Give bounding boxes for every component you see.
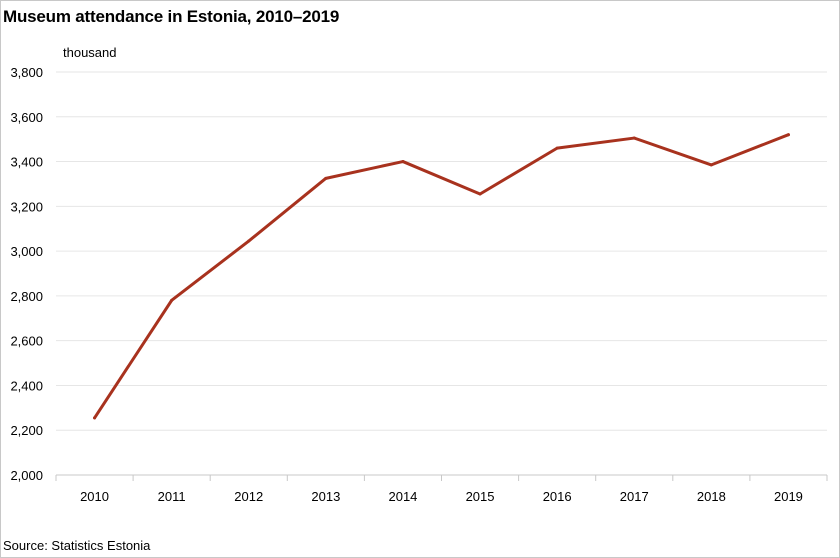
x-tick-label: 2015 xyxy=(466,489,495,504)
data-point xyxy=(709,163,713,167)
x-tick-label: 2010 xyxy=(80,489,109,504)
y-tick-label: 2,800 xyxy=(10,289,43,304)
x-tick-label: 2018 xyxy=(697,489,726,504)
y-axis-unit: thousand xyxy=(63,45,117,60)
data-point xyxy=(93,416,97,420)
y-tick-label: 2,600 xyxy=(10,334,43,349)
data-point xyxy=(555,146,559,150)
y-tick-label: 3,600 xyxy=(10,110,43,125)
data-point xyxy=(632,136,636,140)
x-tick-label: 2014 xyxy=(388,489,417,504)
x-tick-label: 2012 xyxy=(234,489,263,504)
y-tick-label: 3,200 xyxy=(10,199,43,214)
y-tick-label: 2,000 xyxy=(10,468,43,483)
data-point xyxy=(478,192,482,196)
series-line xyxy=(93,133,790,420)
data-point xyxy=(401,160,405,164)
x-tick-label: 2016 xyxy=(543,489,572,504)
y-tick-label: 3,400 xyxy=(10,155,43,170)
data-point xyxy=(170,298,174,302)
data-point xyxy=(247,239,251,243)
x-tick-label: 2011 xyxy=(158,489,186,504)
x-tick-label: 2013 xyxy=(311,489,340,504)
x-tick-label: 2019 xyxy=(774,489,803,504)
data-point xyxy=(324,176,328,180)
y-tick-label: 2,200 xyxy=(10,423,43,438)
x-tick-label: 2017 xyxy=(620,489,649,504)
data-point xyxy=(786,133,790,137)
chart-title: Museum attendance in Estonia, 2010–2019 xyxy=(3,7,340,26)
y-tick-label: 3,000 xyxy=(10,244,43,259)
y-tick-label: 3,800 xyxy=(10,65,43,80)
source-note: Source: Statistics Estonia xyxy=(3,538,151,553)
y-tick-label: 2,400 xyxy=(10,378,43,393)
